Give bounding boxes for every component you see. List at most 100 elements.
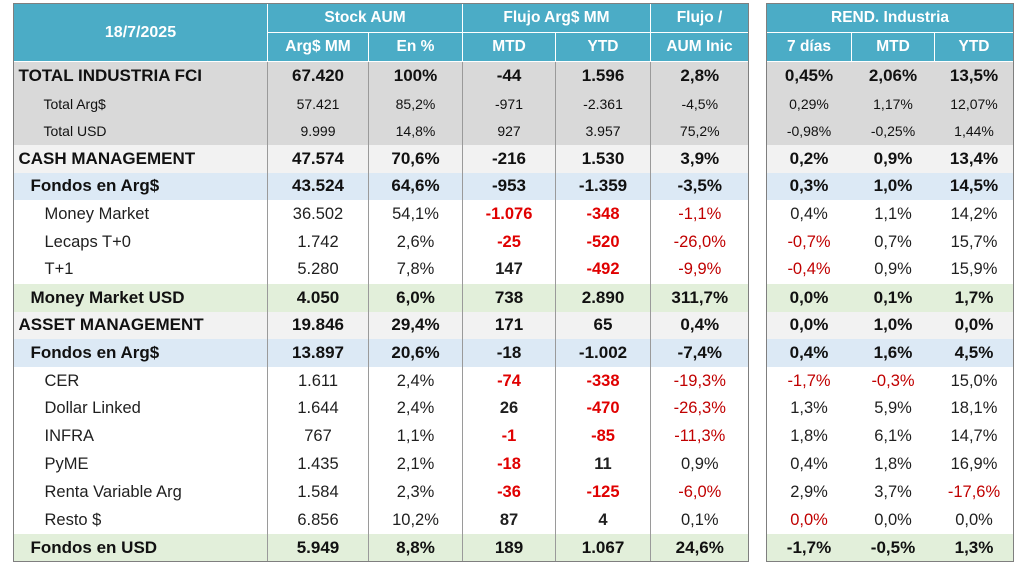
- flow-ytd: 1.596: [555, 61, 652, 90]
- rend-7d: 0,29%: [766, 89, 852, 118]
- rend-7d: 1,8%: [766, 422, 852, 451]
- rend-7d: 0,2%: [766, 144, 852, 173]
- rend-ytd: 1,44%: [934, 117, 1014, 145]
- rend-ytd: 15,7%: [934, 228, 1014, 256]
- rend-7d: 0,0%: [766, 283, 852, 312]
- rend-ytd: 12,07%: [934, 89, 1014, 118]
- rend-ytd: 16,9%: [934, 450, 1014, 479]
- flow-aum-pct: 0,1%: [650, 506, 749, 534]
- flow-ytd: -125: [555, 478, 652, 507]
- rend-table-body: 0,45% 2,06% 13,5% 0,29% 1,17% 12,07% -0,98% -0,…: [766, 61, 1014, 562]
- rend-mtd: 0,9%: [851, 144, 935, 173]
- cash-management-row-rend: 0,2% 0,9% 13,4%: [766, 144, 1014, 173]
- rend-ytd: 1,7%: [934, 283, 1014, 312]
- row-label: Renta Variable Arg: [13, 478, 268, 507]
- total-usd-row: Total USD 9.999 14,8% 927 3.957 75,2%: [13, 117, 749, 145]
- flow-ytd: 11: [555, 450, 652, 479]
- rend-ytd: 0,0%: [934, 506, 1014, 534]
- flow-mtd: -953: [462, 172, 556, 201]
- renta-variable-row: Renta Variable Arg 1.584 2,3% -36 -125 -6,0%: [13, 478, 749, 507]
- flow-ytd: -470: [555, 394, 652, 423]
- stock-pct: 1,1%: [368, 422, 463, 451]
- infra-row-rend: 1,8% 6,1% 14,7%: [766, 422, 1014, 451]
- flow-ytd: -1.359: [555, 172, 652, 201]
- lecaps-row: Lecaps T+0 1.742 2,6% -25 -520 -26,0%: [13, 228, 749, 256]
- stock-value: 57.421: [267, 89, 369, 118]
- stock-value: 767: [267, 422, 369, 451]
- flow-aum-pct: 0,9%: [650, 450, 749, 479]
- renta-variable-row-rend: 2,9% 3,7% -17,6%: [766, 478, 1014, 507]
- col-en-pct: En %: [368, 32, 463, 62]
- flow-mtd: -1: [462, 422, 556, 451]
- stock-pct: 14,8%: [368, 117, 463, 145]
- pyme-row-rend: 0,4% 1,8% 16,9%: [766, 450, 1014, 479]
- row-label: TOTAL INDUSTRIA FCI: [13, 61, 268, 90]
- flow-mtd: 927: [462, 117, 556, 145]
- rend-ytd: 15,0%: [934, 367, 1014, 395]
- rend-ytd: 15,9%: [934, 255, 1014, 284]
- stock-value: 47.574: [267, 144, 369, 173]
- flow-mtd: 171: [462, 311, 556, 340]
- col-rend-7d: 7 días: [766, 32, 852, 62]
- stock-value: 5.280: [267, 255, 369, 284]
- stock-pct: 10,2%: [368, 506, 463, 534]
- stock-value: 6.856: [267, 506, 369, 534]
- rend-ytd: 1,3%: [934, 533, 1014, 562]
- fondos-usd-row-rend: -1,7% -0,5% 1,3%: [766, 533, 1014, 562]
- rend-mtd: 5,9%: [851, 394, 935, 423]
- rend-mtd: 1,8%: [851, 450, 935, 479]
- rend-7d: 0,3%: [766, 172, 852, 201]
- rend-mtd: 1,1%: [851, 200, 935, 229]
- flow-mtd: -25: [462, 228, 556, 256]
- stock-pct: 2,6%: [368, 228, 463, 256]
- money-market-usd-row: Money Market USD 4.050 6,0% 738 2.890 311,7%: [13, 283, 749, 312]
- rend-mtd: 3,7%: [851, 478, 935, 507]
- money-market-row: Money Market 36.502 54,1% -1.076 -348 -1,1%: [13, 200, 749, 229]
- flow-aum-pct: -6,0%: [650, 478, 749, 507]
- flow-aum-pct: 3,9%: [650, 144, 749, 173]
- stock-value: 36.502: [267, 200, 369, 229]
- rend-table: REND. Industria 7 días MTD YTD 0,45% 2,06…: [765, 3, 1015, 562]
- stock-pct: 2,3%: [368, 478, 463, 507]
- flow-ytd: -348: [555, 200, 652, 229]
- rend-ytd: 14,5%: [934, 172, 1014, 201]
- asset-management-row-rend: 0,0% 1,0% 0,0%: [766, 311, 1014, 340]
- rend-mtd: -0,3%: [851, 367, 935, 395]
- rend-7d: -0,4%: [766, 255, 852, 284]
- rend-ytd: 4,5%: [934, 339, 1014, 368]
- rend-7d: 0,4%: [766, 450, 852, 479]
- row-label: PyME: [13, 450, 268, 479]
- main-table-body: TOTAL INDUSTRIA FCI 67.420 100% -44 1.596 2,8…: [13, 61, 749, 562]
- flow-ytd: -85: [555, 422, 652, 451]
- flujo-aum-header-line1: Flujo /: [650, 3, 750, 33]
- rend-ytd: 13,4%: [934, 144, 1014, 173]
- stock-pct: 2,4%: [368, 367, 463, 395]
- flow-ytd: 65: [555, 311, 652, 340]
- flow-ytd: -520: [555, 228, 652, 256]
- row-label: CASH MANAGEMENT: [13, 144, 268, 173]
- stock-pct: 70,6%: [368, 144, 463, 173]
- row-label: Lecaps T+0: [13, 228, 268, 256]
- rend-7d: 0,45%: [766, 61, 852, 90]
- rend-ytd: 14,2%: [934, 200, 1014, 229]
- stock-value: 4.050: [267, 283, 369, 312]
- flow-ytd: 3.957: [555, 117, 652, 145]
- row-label: T+1: [13, 255, 268, 284]
- stock-value: 1.742: [267, 228, 369, 256]
- rend-ytd: 0,0%: [934, 311, 1014, 340]
- rend-7d: -0,98%: [766, 117, 852, 145]
- row-label: Fondos en Arg$: [13, 172, 268, 201]
- flow-aum-pct: -26,3%: [650, 394, 749, 423]
- dollar-linked-row: Dollar Linked 1.644 2,4% 26 -470 -26,3%: [13, 394, 749, 423]
- rend-mtd: 1,6%: [851, 339, 935, 368]
- flow-aum-pct: -4,5%: [650, 89, 749, 118]
- total-usd-row-rend: -0,98% -0,25% 1,44%: [766, 117, 1014, 145]
- cer-row: CER 1.611 2,4% -74 -338 -19,3%: [13, 367, 749, 395]
- stock-pct: 7,8%: [368, 255, 463, 284]
- lecaps-row-rend: -0,7% 0,7% 15,7%: [766, 228, 1014, 256]
- flow-aum-pct: 2,8%: [650, 61, 749, 90]
- cash-fondos-arg-row-rend: 0,3% 1,0% 14,5%: [766, 172, 1014, 201]
- flow-ytd: -338: [555, 367, 652, 395]
- stock-pct: 8,8%: [368, 533, 463, 562]
- cash-fondos-arg-row: Fondos en Arg$ 43.524 64,6% -953 -1.359 -3,5%: [13, 172, 749, 201]
